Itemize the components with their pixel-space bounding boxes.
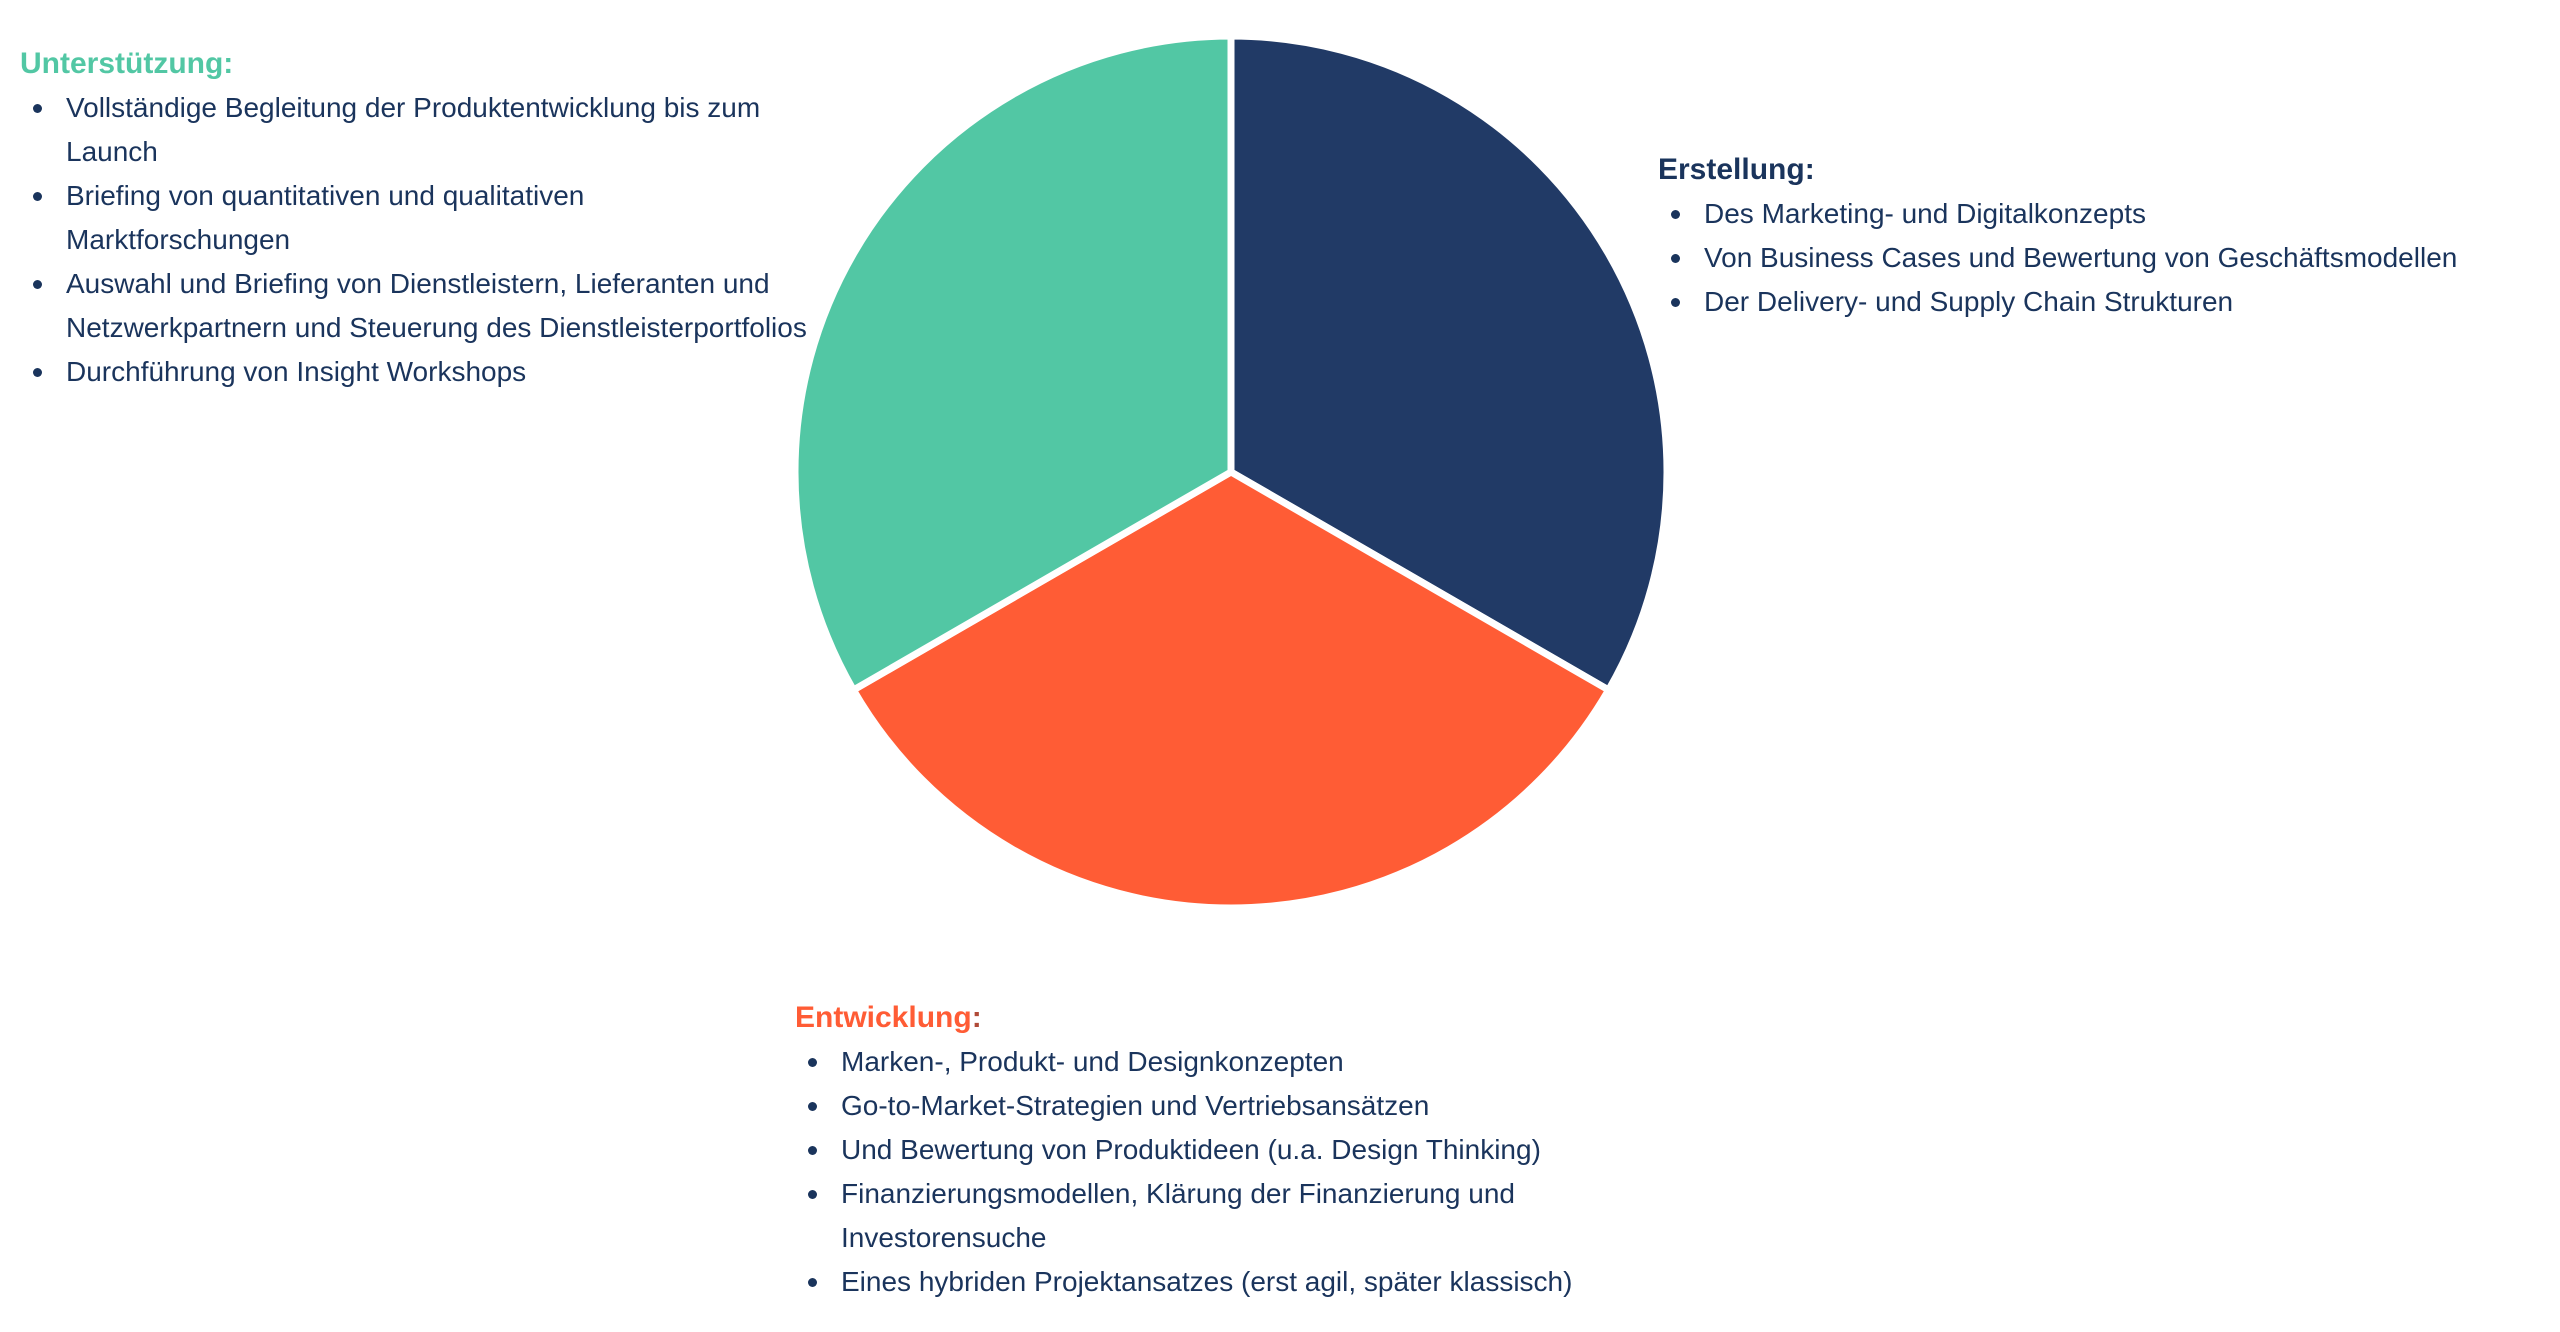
list-item: Auswahl und Briefing von Dienstleistern,…	[20, 262, 816, 350]
list-item: Des Marketing- und Digitalkonzepts	[1658, 192, 2558, 236]
list-item-text: Auswahl und Briefing von Dienstleistern,…	[66, 268, 807, 343]
list-item: Finanzierungsmodellen, Klärung der Finan…	[795, 1172, 1675, 1260]
list-item-text: Des Marketing- und Digitalkonzepts	[1704, 198, 2146, 229]
list-item-text: Briefing von quantitativen und qualitati…	[66, 180, 585, 255]
unterstuetzung-list: Vollständige Begleitung der Produktentwi…	[20, 86, 816, 394]
annotation-entwicklung: Entwicklung: Marken-, Produkt- und Desig…	[795, 996, 1675, 1304]
list-item: Marken-, Produkt- und Designkonzepten	[795, 1040, 1675, 1084]
list-item-text: Und Bewertung von Produktideen (u.a. Des…	[841, 1134, 1541, 1165]
annotation-unterstuetzung: Unterstützung: Vollständige Begleitung d…	[20, 42, 816, 394]
bullet-dot	[33, 280, 42, 289]
entwicklung-heading: Entwicklung:	[795, 996, 1675, 1040]
list-item: Go-to-Market-Strategien und Vertriebsans…	[795, 1084, 1675, 1128]
list-item-text: Vollständige Begleitung der Produktentwi…	[66, 92, 761, 167]
pie-slice-entwicklung	[849, 468, 1613, 912]
entwicklung-heading-colon: :	[971, 1001, 982, 1034]
list-item: Eines hybriden Projektansatzes (erst agi…	[795, 1260, 1675, 1304]
bullet-dot	[33, 104, 42, 113]
erstellung-heading: Erstellung:	[1658, 153, 1815, 186]
bullet-dot	[1671, 254, 1680, 263]
list-item: Und Bewertung von Produktideen (u.a. Des…	[795, 1128, 1675, 1172]
pie-slice-erstellung	[1227, 32, 1671, 694]
bullet-dot	[808, 1190, 817, 1199]
pie-chart	[781, 22, 1681, 922]
bullet-dot	[1671, 298, 1680, 307]
unterstuetzung-heading: Unterstützung:	[20, 47, 234, 80]
annotation-erstellung: Erstellung: Des Marketing- und Digitalko…	[1658, 148, 2558, 324]
bullet-dot	[808, 1278, 817, 1287]
list-item: Vollständige Begleitung der Produktentwi…	[20, 86, 816, 174]
list-item: Von Business Cases und Bewertung von Ges…	[1658, 236, 2558, 280]
list-item-text: Finanzierungsmodellen, Klärung der Finan…	[841, 1178, 1515, 1253]
bullet-dot	[33, 368, 42, 377]
bullet-dot	[808, 1102, 817, 1111]
list-item-text: Der Delivery- und Supply Chain Strukture…	[1704, 286, 2234, 317]
bullet-dot	[808, 1058, 817, 1067]
pie-chart-svg	[791, 32, 1671, 912]
list-item-text: Von Business Cases und Bewertung von Ges…	[1704, 242, 2458, 273]
list-item-text: Eines hybriden Projektansatzes (erst agi…	[841, 1266, 1573, 1297]
list-item: Durchführung von Insight Workshops	[20, 350, 816, 394]
entwicklung-list: Marken-, Produkt- und Designkonzepten Go…	[795, 1040, 1675, 1304]
erstellung-list: Des Marketing- und Digitalkonzepts Von B…	[1658, 192, 2558, 324]
list-item-text: Marken-, Produkt- und Designkonzepten	[841, 1046, 1344, 1077]
bullet-dot	[1671, 210, 1680, 219]
list-item: Briefing von quantitativen und qualitati…	[20, 174, 816, 262]
list-item-text: Go-to-Market-Strategien und Vertriebsans…	[841, 1090, 1430, 1121]
list-item: Der Delivery- und Supply Chain Strukture…	[1658, 280, 2558, 324]
list-item-text: Durchführung von Insight Workshops	[66, 356, 527, 387]
entwicklung-heading-text: Entwicklung	[795, 1001, 972, 1034]
bullet-dot	[33, 192, 42, 201]
pie-slice-unterstuetzung	[791, 32, 1235, 694]
bullet-dot	[808, 1146, 817, 1155]
